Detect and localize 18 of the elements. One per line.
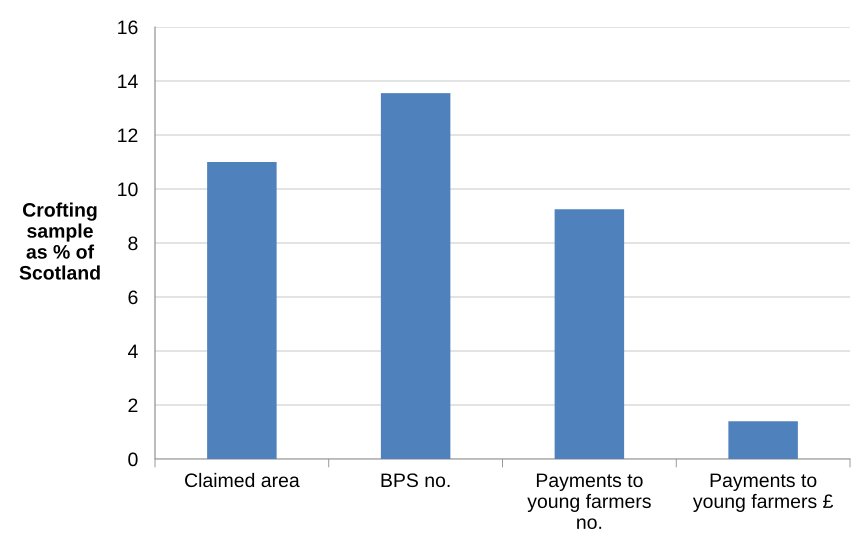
- x-tick-label: BPS no.: [382, 473, 450, 488]
- y-tick-label: 6: [128, 290, 138, 304]
- y-tick-label: 12: [118, 128, 138, 142]
- y-tick-label: 8: [128, 236, 138, 250]
- y-axis-title: Crofting sample as % of Scotland: [20, 202, 100, 280]
- y-tick-label: 4: [128, 344, 138, 358]
- bar: [554, 209, 624, 459]
- y-tick-label: 10: [118, 182, 138, 196]
- x-tick-label: Payments to young farmers no.: [527, 474, 651, 530]
- y-tick-label: 16: [118, 20, 138, 34]
- y-tick-label: 0: [128, 452, 138, 466]
- y-tick-label: 14: [118, 74, 138, 88]
- y-tick-label: 2: [128, 398, 138, 412]
- bar: [380, 93, 450, 459]
- bar: [728, 421, 798, 459]
- x-tick-label: Payments to young farmers £: [692, 474, 834, 512]
- bar: [207, 162, 277, 459]
- x-tick-label: Claimed area: [185, 472, 300, 488]
